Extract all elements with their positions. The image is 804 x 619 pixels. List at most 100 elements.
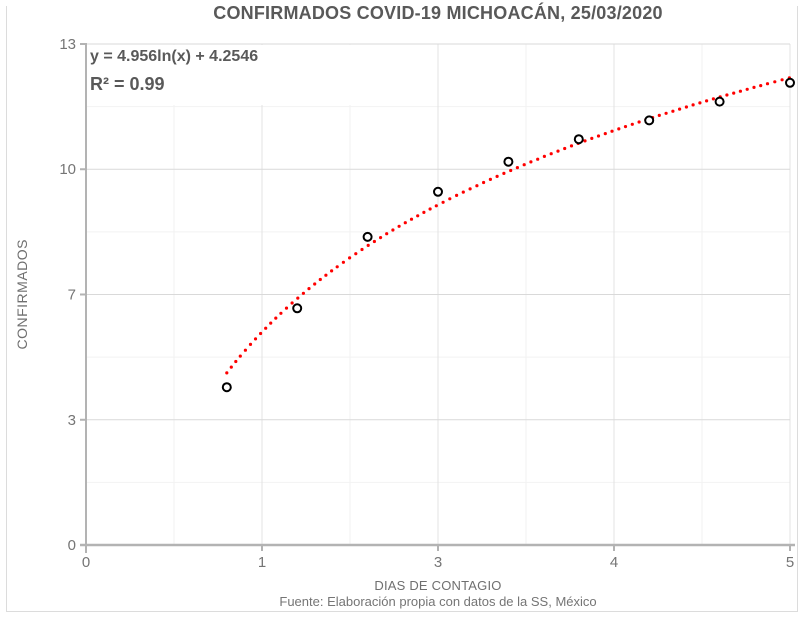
- trendline-dot: [301, 291, 305, 295]
- trendline-dot: [705, 99, 709, 103]
- trendline-dot: [725, 93, 729, 97]
- trendline-dot: [385, 232, 389, 236]
- trendline-dot: [468, 187, 472, 191]
- trendline-dot: [324, 273, 328, 277]
- x-axis-title: DIAS DE CONTAGIO: [374, 578, 502, 593]
- x-tick-label: 5: [786, 554, 794, 571]
- trendline-dot: [259, 331, 263, 336]
- trendline-dot: [455, 193, 459, 197]
- trendline-dot: [335, 265, 339, 269]
- trendline-dot: [678, 107, 682, 111]
- trendline-dot: [234, 359, 238, 364]
- trendline-dot: [307, 287, 311, 291]
- trendline-dot: [671, 109, 675, 113]
- trendline-dot: [765, 82, 770, 86]
- trendline-dot: [243, 348, 247, 352]
- data-point: [221, 382, 232, 393]
- trendline-dot: [409, 217, 414, 221]
- frame-border-right: [797, 6, 798, 612]
- trendline-dot: [274, 316, 278, 320]
- trendline-dot: [434, 204, 438, 208]
- trendline-dot: [637, 120, 641, 124]
- trendline-dot: [348, 256, 352, 260]
- trendline-dot: [603, 132, 607, 136]
- x-tick-label: 0: [82, 554, 90, 571]
- trendline-dot: [542, 154, 547, 158]
- trendline-dot: [330, 269, 334, 273]
- trendline-dot: [745, 87, 749, 91]
- y-tick-label: 7: [68, 286, 76, 303]
- trendline-dot: [313, 282, 317, 286]
- trendline-dot: [623, 125, 628, 129]
- trendline-dot: [610, 129, 614, 133]
- trendline-dot: [773, 80, 777, 84]
- trendline-dot: [684, 105, 689, 109]
- y-tick-label: 13: [59, 36, 76, 53]
- trendline-dot: [630, 122, 634, 126]
- y-axis-title: CONFIRMADOS: [14, 239, 30, 350]
- trendline-dot: [354, 252, 358, 256]
- trendline-dot: [366, 243, 370, 247]
- trendline-equation: y = 4.956ln(x) + 4.2546: [90, 48, 259, 65]
- trendline-dot: [759, 84, 763, 88]
- trendline-dot: [441, 200, 445, 204]
- trendline-dot: [360, 247, 364, 252]
- trendline-dot: [617, 127, 621, 131]
- trendline-dot: [752, 85, 756, 89]
- trendline-dot: [502, 171, 506, 175]
- trendline-dot: [711, 97, 716, 101]
- data-point: [362, 231, 373, 242]
- trendline-dot: [461, 190, 465, 194]
- y-tick-label: 0: [68, 537, 76, 554]
- trendline-dot: [238, 354, 242, 358]
- data-point: [292, 303, 303, 314]
- trendline-dot: [422, 210, 426, 214]
- frame-border-left: [6, 6, 7, 612]
- data-point: [644, 115, 655, 126]
- trendline-equation-box: y = 4.956ln(x) + 4.2546 R² = 0.99: [87, 45, 351, 105]
- trendline-dot: [691, 103, 695, 107]
- trendline-dot: [229, 365, 233, 369]
- trendline-dot: [253, 337, 258, 341]
- trendline-dot: [284, 306, 289, 310]
- trendline-dot: [318, 277, 322, 282]
- chart-title: CONFIRMADOS COVID-19 MICHOACÁN, 25/03/20…: [213, 3, 663, 23]
- trendline-dot: [556, 149, 560, 153]
- x-tick-label: 1: [258, 554, 266, 571]
- data-point: [785, 77, 795, 88]
- trendline-dot: [475, 184, 479, 188]
- data-point: [714, 96, 725, 107]
- trendline-dot: [279, 311, 283, 315]
- data-point: [573, 134, 584, 145]
- trendline-dot: [509, 168, 513, 173]
- trendline-dot: [264, 326, 268, 330]
- trendline-dot: [269, 321, 273, 325]
- trendline-dot: [583, 139, 587, 143]
- trendline-dot: [391, 228, 395, 232]
- trendline-dot: [549, 152, 553, 156]
- x-tick-label: 3: [434, 554, 442, 571]
- trendline-dot: [596, 134, 601, 138]
- trendline-dot: [569, 144, 574, 148]
- trendline-dot: [780, 78, 784, 82]
- trendline-dot: [290, 301, 294, 305]
- trendline-dot: [488, 177, 492, 181]
- trendline-dot: [657, 113, 661, 117]
- trendline-dot: [732, 91, 736, 95]
- trendline-dot: [590, 136, 594, 140]
- trendline-dot: [495, 174, 499, 178]
- trendline-dot: [403, 221, 407, 225]
- trendline-dot: [698, 101, 702, 105]
- trendline-dot: [428, 207, 432, 211]
- trendline-dot: [397, 224, 401, 228]
- trendline-dot: [248, 342, 253, 346]
- trendline-dot: [296, 296, 300, 300]
- trendline-dot: [372, 239, 376, 244]
- trendline-dot: [225, 371, 229, 375]
- y-tick-label: 10: [59, 161, 76, 178]
- trendline-dot: [536, 157, 540, 161]
- x-tick-label: 4: [610, 554, 618, 571]
- source-note: Fuente: Elaboración propia con datos de …: [279, 594, 597, 609]
